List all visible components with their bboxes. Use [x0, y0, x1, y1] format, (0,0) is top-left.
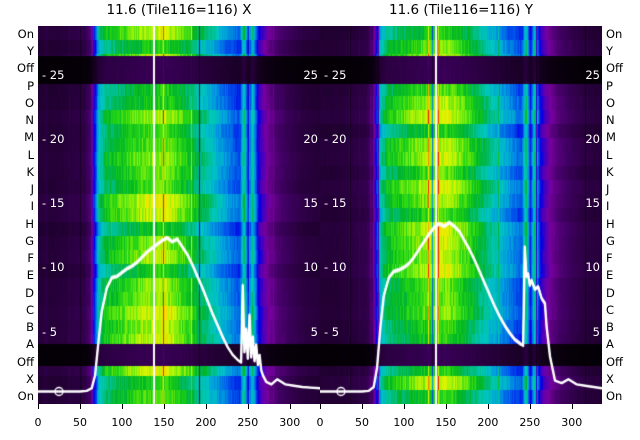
dipole-label: I [30, 199, 34, 214]
dipole-label: F [606, 251, 613, 266]
dipole-label: O [606, 95, 616, 110]
spectrogram-image-x [38, 26, 320, 404]
x-tick-mark [487, 404, 489, 409]
dipole-label: I [606, 199, 610, 214]
dipole-label: B [606, 320, 614, 335]
dipole-label: A [606, 337, 614, 352]
x-tick-label: 100 [111, 416, 133, 429]
dipole-label: M [24, 130, 34, 145]
dipole-label: J [30, 182, 34, 197]
dipole-label: On [606, 27, 623, 41]
dipole-label: Off [17, 354, 34, 369]
dipole-label: E [606, 268, 614, 283]
dipole-label: Off [606, 354, 623, 369]
dipole-label: K [606, 164, 614, 179]
x-axis-panel-y: 0 50 100 150 200 250 300 [316, 404, 602, 440]
x-tick-label: 200 [195, 416, 217, 429]
dipole-label: On [17, 389, 34, 403]
x-tick-mark [247, 404, 249, 409]
dipole-label: X [606, 371, 614, 386]
dipole-label: L [27, 147, 34, 162]
x-tick-label: 50 [72, 416, 87, 429]
x-tick-label: 0 [316, 416, 324, 429]
panel-title-x: 11.6 (Tile116=116) X [106, 2, 252, 18]
dipole-label: J [606, 182, 610, 197]
dipole-label: X [26, 371, 34, 386]
panel-title-y: 11.6 (Tile116=116) Y [389, 2, 533, 18]
dipole-label: Off [17, 61, 34, 76]
x-axis-panel-x: 0 50 100 150 200 250 300 [34, 404, 320, 440]
dipole-label: K [26, 164, 34, 179]
dipole-label: Off [606, 61, 623, 76]
dipole-label: E [26, 268, 34, 283]
x-tick-label: 100 [393, 416, 415, 429]
x-tick-label: 150 [153, 416, 175, 429]
dipole-label: On [606, 389, 623, 403]
x-tick-mark [121, 404, 123, 409]
x-tick-mark [163, 404, 165, 409]
dipole-label: F [27, 251, 34, 266]
x-tick-mark [529, 404, 531, 409]
dipole-label: M [606, 130, 616, 145]
dipole-label: D [25, 285, 34, 300]
x-tick-label: 200 [477, 416, 499, 429]
x-tick-mark [205, 404, 207, 409]
dipole-label: A [26, 337, 34, 352]
dipole-label: G [606, 233, 615, 248]
dipole-label: P [27, 78, 34, 93]
x-tick-mark [403, 404, 405, 409]
dipole-label: Y [606, 44, 614, 59]
dipole-label: N [25, 113, 34, 128]
dipole-label: B [26, 320, 34, 335]
x-tick-label: 0 [34, 416, 42, 429]
dipole-label: O [24, 95, 34, 110]
x-tick-mark [289, 404, 291, 409]
x-tick-label: 50 [354, 416, 369, 429]
x-tick-mark [79, 404, 81, 409]
spectrogram-image-y [320, 26, 602, 404]
dipole-labels-right: On Y Off P O N M L K J I H G F E D C B A Off X On [602, 26, 640, 404]
dipole-label: C [606, 302, 615, 317]
x-tick-label: 150 [435, 416, 457, 429]
x-tick-label: 300 [279, 416, 301, 429]
dipole-label: H [25, 216, 34, 231]
x-tick-label: 250 [237, 416, 259, 429]
x-tick-mark [361, 404, 363, 409]
dipole-label: P [606, 78, 613, 93]
dipole-label: N [606, 113, 615, 128]
dipole-label: Y [26, 44, 34, 59]
dipole-label: D [606, 285, 615, 300]
x-tick-mark [320, 404, 321, 409]
x-tick-mark [445, 404, 447, 409]
x-tick-mark [38, 404, 39, 409]
x-tick-mark [571, 404, 573, 409]
dipole-label: L [606, 147, 613, 162]
x-tick-label: 250 [519, 416, 541, 429]
dipole-label: C [25, 302, 34, 317]
dipole-label: On [17, 27, 34, 41]
x-tick-label: 300 [561, 416, 583, 429]
dipole-label: H [606, 216, 615, 231]
dipole-label: G [25, 233, 34, 248]
